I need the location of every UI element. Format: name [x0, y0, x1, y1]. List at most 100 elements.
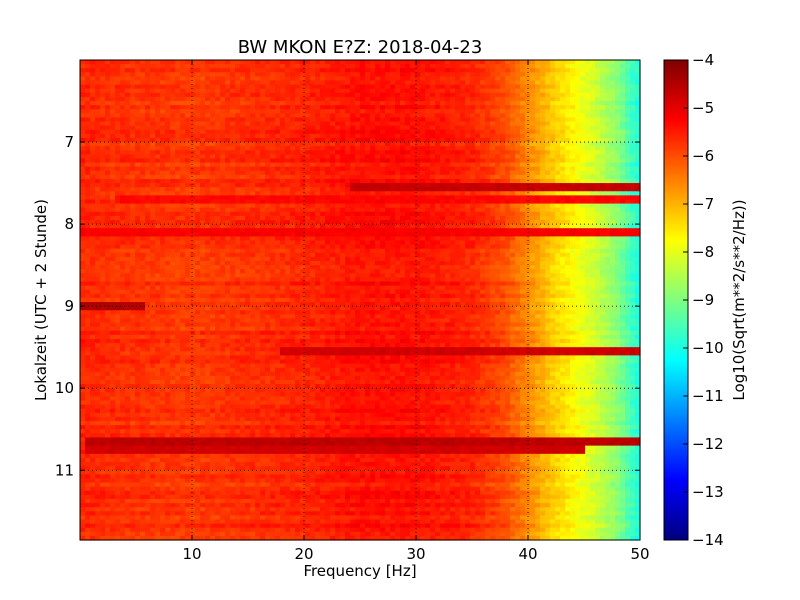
heatmap-cell — [270, 101, 276, 106]
heatmap-cell — [120, 220, 126, 225]
heatmap-cell — [240, 88, 246, 94]
heatmap-cell — [115, 191, 121, 196]
heatmap-cell — [545, 174, 551, 180]
heatmap-cell — [400, 96, 406, 102]
heatmap-cell — [625, 199, 631, 205]
heatmap-cell — [620, 101, 626, 106]
heatmap-cell — [285, 199, 291, 205]
heatmap-cell — [360, 133, 366, 139]
heatmap-cell — [585, 129, 591, 135]
heatmap-cell — [395, 240, 401, 246]
heatmap-cell — [525, 72, 531, 78]
heatmap-cell — [90, 166, 96, 172]
heatmap-cell — [555, 154, 561, 160]
heatmap-cell — [355, 105, 361, 110]
heatmap-cell — [400, 228, 406, 233]
heatmap-cell — [495, 183, 501, 188]
heatmap-cell — [300, 84, 306, 90]
heatmap-cell — [450, 125, 456, 131]
heatmap-cell — [170, 199, 176, 205]
heatmap-cell — [115, 178, 121, 184]
heatmap-cell — [525, 174, 531, 180]
heatmap-cell — [150, 183, 156, 188]
heatmap-cell — [590, 80, 596, 86]
heatmap-cell — [370, 117, 376, 123]
heatmap-cell — [265, 80, 271, 86]
heatmap-cell — [330, 109, 336, 114]
heatmap-cell — [170, 154, 176, 160]
heatmap-cell — [225, 158, 231, 164]
heatmap-cell — [610, 88, 616, 94]
heatmap-cell — [250, 224, 256, 229]
heatmap-cell — [385, 170, 391, 176]
heatmap-cell — [360, 121, 366, 127]
heatmap-cell — [160, 150, 166, 155]
heatmap-cell — [155, 220, 161, 225]
heatmap-cell — [130, 240, 136, 246]
heatmap-cell — [200, 137, 206, 143]
heatmap-cell — [390, 146, 396, 151]
heatmap-cell — [475, 84, 481, 90]
heatmap-cell — [405, 129, 411, 135]
heatmap-cell — [410, 199, 416, 205]
heatmap-cell — [600, 76, 606, 82]
heatmap-cell — [595, 203, 601, 209]
heatmap-cell — [360, 187, 366, 192]
heatmap-cell — [350, 162, 356, 168]
heatmap-cell — [90, 121, 96, 127]
heatmap-cell — [310, 195, 316, 201]
heatmap-cell — [85, 84, 91, 90]
heatmap-cell — [625, 166, 631, 172]
heatmap-cell — [300, 211, 306, 217]
heatmap-cell — [465, 150, 471, 155]
heatmap-cell — [435, 64, 441, 69]
heatmap-cell — [570, 105, 576, 110]
heatmap-cell — [205, 178, 211, 184]
heatmap-cell — [210, 129, 216, 135]
heatmap-cell — [125, 158, 131, 164]
heatmap-cell — [420, 92, 426, 98]
heatmap-cell — [285, 146, 291, 151]
heatmap-cell — [385, 137, 391, 143]
heatmap-cell — [485, 101, 491, 106]
heatmap-cell — [185, 174, 191, 180]
heatmap-cell — [480, 125, 486, 131]
heatmap-cell — [405, 146, 411, 151]
heatmap-cell — [625, 170, 631, 176]
heatmap-cell — [95, 113, 101, 119]
heatmap-cell — [335, 154, 341, 160]
heatmap-cell — [310, 220, 316, 225]
heatmap-cell — [585, 199, 591, 205]
heatmap-cell — [460, 92, 466, 98]
heatmap-cell — [375, 183, 381, 188]
heatmap-cell — [520, 220, 526, 225]
heatmap-cell — [125, 101, 131, 106]
heatmap-cell — [585, 88, 591, 94]
heatmap-cell — [460, 84, 466, 90]
heatmap-cell — [355, 236, 361, 242]
heatmap-cell — [440, 72, 446, 78]
heatmap-cell — [600, 195, 606, 201]
heatmap-cell — [440, 224, 446, 229]
heatmap-cell — [215, 72, 221, 78]
heatmap-cell — [425, 101, 431, 106]
heatmap-cell — [575, 125, 581, 131]
heatmap-cell — [630, 178, 636, 184]
heatmap-cell — [305, 92, 311, 98]
heatmap-cell — [195, 203, 201, 209]
heatmap-cell — [330, 72, 336, 78]
heatmap-cell — [255, 158, 261, 164]
heatmap-cell — [335, 146, 341, 151]
heatmap-cell — [530, 117, 536, 123]
heatmap-cell — [630, 68, 636, 73]
heatmap-cell — [340, 68, 346, 73]
heatmap-cell — [145, 117, 151, 123]
heatmap-cell — [320, 142, 326, 147]
heatmap-cell — [265, 125, 271, 131]
heatmap-cell — [200, 117, 206, 123]
heatmap-cell — [135, 228, 141, 233]
heatmap-cell — [385, 162, 391, 168]
heatmap-cell — [240, 236, 246, 242]
heatmap-cell — [505, 84, 511, 90]
heatmap-cell — [170, 191, 176, 196]
